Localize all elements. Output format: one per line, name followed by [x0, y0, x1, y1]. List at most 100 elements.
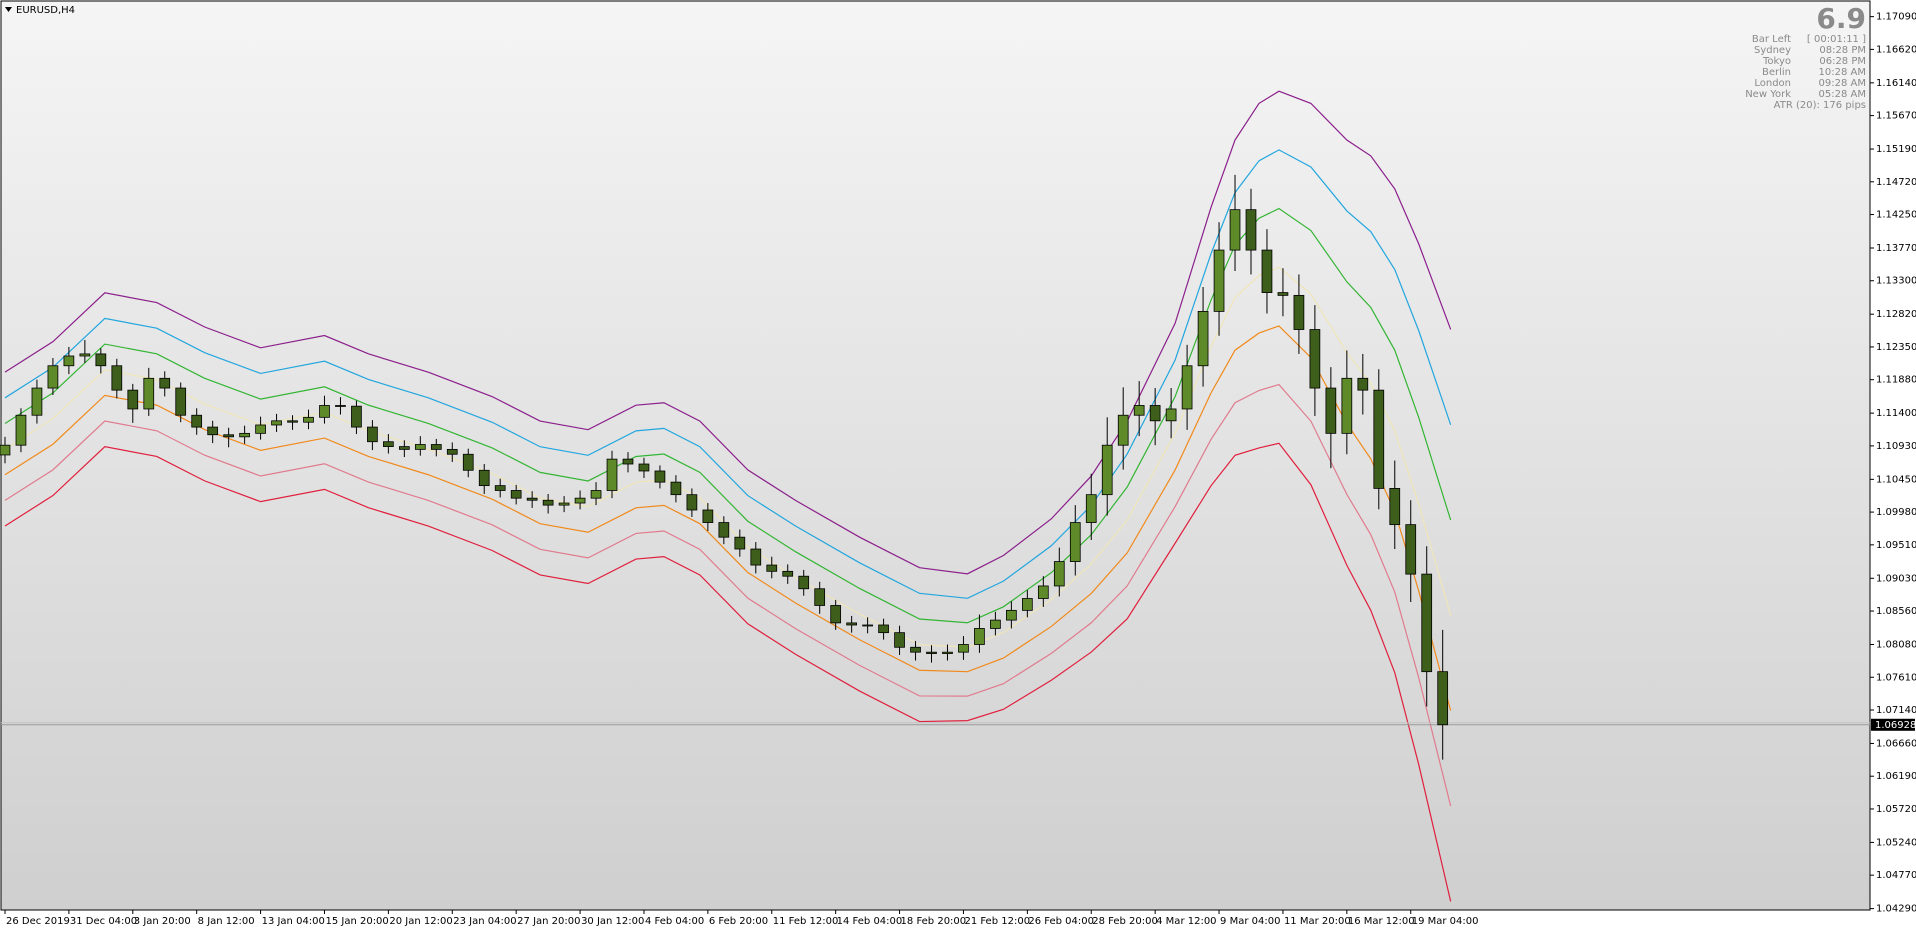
y-tick-label: 1.09030	[1876, 573, 1916, 584]
x-tick-label: 26 Dec 2019	[6, 916, 70, 927]
y-tick-label: 1.04290	[1876, 904, 1916, 915]
candle-body	[143, 377, 155, 410]
candle-body	[926, 651, 937, 654]
y-tick-label: 1.17090	[1876, 12, 1916, 23]
candle-body	[1197, 311, 1209, 367]
candle-body	[654, 470, 666, 483]
candle-body	[15, 414, 27, 446]
candle-body	[1149, 405, 1161, 422]
y-tick-label: 1.07140	[1876, 705, 1916, 716]
candle-body	[255, 424, 266, 434]
candle-body	[494, 485, 506, 491]
candle-body	[478, 469, 490, 487]
y-tick-label: 1.05240	[1876, 837, 1916, 848]
candle-body	[910, 646, 921, 653]
envelope-line	[4, 442, 1452, 902]
candle-body	[958, 644, 969, 653]
candle-body	[990, 619, 1001, 629]
y-tick-label: 1.15190	[1876, 144, 1916, 155]
candle-body	[31, 387, 43, 416]
candle-body	[207, 426, 219, 436]
x-tick-label: 11 Feb 12:00	[773, 916, 839, 927]
candle-body	[558, 502, 570, 506]
candle-body	[1309, 329, 1321, 389]
candle-body	[0, 444, 11, 456]
candle-body	[846, 622, 857, 626]
info-value: 05:28 AM	[1819, 89, 1866, 100]
candle-body	[287, 420, 298, 423]
candle-body	[1069, 522, 1081, 562]
candle-body	[1181, 365, 1193, 410]
candle-body	[383, 441, 394, 447]
info-value: 08:28 PM	[1819, 45, 1866, 56]
info-value: 09:28 AM	[1819, 78, 1866, 89]
candle-body	[63, 355, 75, 367]
info-label: Tokyo	[1762, 56, 1791, 67]
envelope-line	[4, 266, 1452, 648]
menu-triangle[interactable]	[5, 7, 12, 12]
y-tick-label: 1.14720	[1876, 177, 1916, 188]
y-tick-label: 1.14250	[1876, 210, 1916, 221]
info-headline: 6.9	[1816, 2, 1866, 35]
candle-body	[1101, 444, 1113, 496]
y-tick-label: 1.08560	[1876, 606, 1916, 617]
y-tick-label: 1.04770	[1876, 870, 1916, 881]
candle-body	[942, 651, 953, 654]
candle-body	[1213, 249, 1225, 312]
candle-body	[95, 353, 107, 367]
y-tick-label: 1.12350	[1876, 342, 1916, 353]
info-atr: ATR (20): 176 pips	[1774, 100, 1866, 111]
envelope-line	[4, 207, 1452, 624]
y-tick-label: 1.13770	[1876, 243, 1916, 254]
candle-body	[239, 432, 250, 438]
envelope-line	[4, 90, 1452, 575]
info-label: Bar Left	[1752, 34, 1791, 45]
candle-body	[750, 548, 762, 566]
info-label: London	[1754, 78, 1791, 89]
candle-body	[175, 387, 187, 416]
candle-body	[638, 463, 650, 472]
x-tick-label: 4 Mar 12:00	[1156, 916, 1216, 927]
candle-body	[878, 624, 889, 634]
candle-body	[670, 481, 682, 496]
candle-body	[430, 444, 442, 450]
candle-body	[335, 405, 346, 407]
y-tick-label: 1.11880	[1876, 375, 1916, 386]
y-tick-label: 1.06190	[1876, 771, 1916, 782]
y-tick-label: 1.09980	[1876, 507, 1916, 518]
candle-body	[606, 458, 618, 491]
candle-body	[1341, 377, 1353, 434]
x-tick-label: 31 Dec 04:00	[70, 916, 137, 927]
candle-body	[526, 497, 538, 501]
candle-body	[159, 377, 171, 389]
candle-body	[367, 426, 378, 443]
x-tick-label: 15 Jan 20:00	[325, 916, 388, 927]
candle-body	[1357, 377, 1369, 391]
x-tick-label: 11 Mar 20:00	[1284, 916, 1351, 927]
x-tick-label: 8 Jan 12:00	[198, 916, 255, 927]
current-price-box	[1871, 718, 1915, 731]
candle-body	[1277, 292, 1289, 296]
envelope-line	[4, 149, 1452, 599]
x-tick-label: 21 Feb 12:00	[964, 916, 1030, 927]
y-tick-label: 1.05720	[1876, 804, 1916, 815]
axes: 1.17090 1.16620 1.16140 1.15670 1.15190 1.147…	[4, 2, 1916, 927]
x-tick-label: 4 Feb 04:00	[645, 916, 704, 927]
plot-area	[0, 0, 1871, 911]
candle-body	[399, 446, 410, 450]
candle-body	[590, 490, 602, 499]
candle-body	[1022, 598, 1033, 611]
candle-body	[1389, 488, 1401, 526]
candle-body	[1085, 494, 1097, 523]
candle-body	[622, 458, 634, 465]
candle-body	[766, 564, 778, 572]
candle-body	[1053, 561, 1065, 587]
candle-body	[1405, 524, 1417, 575]
envelope-line	[4, 383, 1452, 807]
y-tick-label: 1.10930	[1876, 441, 1916, 452]
chart-title: EURUSD,H4	[16, 5, 75, 16]
candle-body	[127, 389, 139, 410]
x-tick-label: 20 Jan 12:00	[389, 916, 452, 927]
candle-body	[1133, 405, 1145, 416]
